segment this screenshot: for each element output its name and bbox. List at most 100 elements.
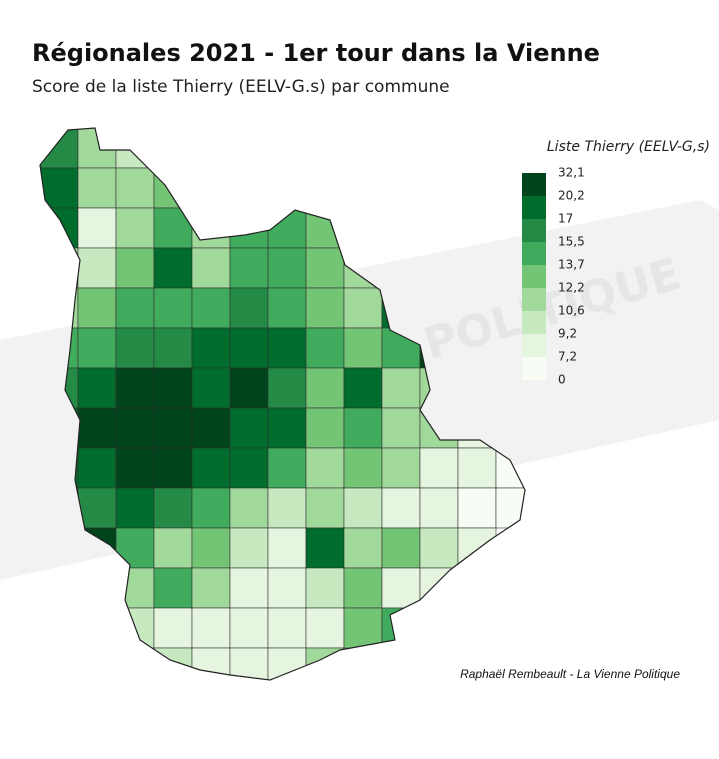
commune xyxy=(419,487,459,529)
commune xyxy=(267,367,307,409)
commune xyxy=(153,527,193,569)
commune xyxy=(343,527,383,569)
commune xyxy=(115,447,155,489)
commune xyxy=(457,527,497,569)
commune xyxy=(305,607,345,649)
legend-swatch xyxy=(522,242,546,265)
commune xyxy=(305,327,345,369)
commune xyxy=(229,207,269,249)
commune xyxy=(115,247,155,289)
commune xyxy=(229,527,269,569)
commune xyxy=(305,487,345,529)
legend-label: 17 xyxy=(558,212,573,226)
title: Régionales 2021 - 1er tour dans la Vienn… xyxy=(32,39,600,67)
commune xyxy=(115,367,155,409)
legend-label: 7,2 xyxy=(558,350,577,364)
commune xyxy=(77,167,117,209)
commune xyxy=(343,367,383,409)
commune xyxy=(343,407,383,449)
legend: 32,1 20,2 17 15,5 13,7 12,2 10,6 9,2 7,2 0 xyxy=(522,166,585,387)
commune xyxy=(77,487,117,529)
commune xyxy=(115,407,155,449)
commune xyxy=(77,327,117,369)
commune xyxy=(191,247,231,289)
legend-label: 15,5 xyxy=(558,235,585,249)
commune xyxy=(153,447,193,489)
commune xyxy=(153,247,193,289)
commune xyxy=(305,287,345,329)
commune xyxy=(229,647,269,680)
commune xyxy=(153,487,193,529)
commune xyxy=(229,607,269,649)
commune xyxy=(305,447,345,489)
commune xyxy=(77,407,117,449)
commune xyxy=(115,167,155,209)
legend-label: 20,2 xyxy=(558,189,585,203)
commune xyxy=(381,567,421,609)
commune xyxy=(267,407,307,449)
commune xyxy=(457,487,497,529)
commune xyxy=(153,167,193,209)
legend-title: Liste Thierry (EELV-G,s) xyxy=(547,139,710,155)
commune xyxy=(305,247,345,289)
commune xyxy=(229,287,269,329)
commune xyxy=(115,527,155,569)
commune xyxy=(381,407,421,449)
commune xyxy=(381,487,421,529)
commune xyxy=(153,327,193,369)
commune xyxy=(229,327,269,369)
commune xyxy=(77,367,117,409)
commune xyxy=(381,527,421,569)
commune xyxy=(153,287,193,329)
commune xyxy=(40,247,79,289)
commune xyxy=(267,567,307,609)
commune xyxy=(115,567,155,609)
commune xyxy=(267,487,307,529)
commune xyxy=(115,327,155,369)
commune xyxy=(381,607,421,649)
commune xyxy=(153,207,193,249)
commune xyxy=(229,407,269,449)
commune xyxy=(191,327,231,369)
commune xyxy=(343,567,383,609)
commune xyxy=(115,287,155,329)
commune xyxy=(191,367,231,409)
commune xyxy=(305,527,345,569)
legend-label: 12,2 xyxy=(558,281,585,295)
commune xyxy=(191,447,231,489)
subtitle: Score de la liste Thierry (EELV-G.s) par… xyxy=(32,77,450,97)
commune xyxy=(229,367,269,409)
commune xyxy=(229,567,269,609)
commune xyxy=(40,128,79,169)
commune xyxy=(343,327,383,369)
commune xyxy=(343,447,383,489)
commune xyxy=(77,207,117,249)
commune xyxy=(77,287,117,329)
commune xyxy=(153,647,193,680)
legend-swatch xyxy=(522,196,546,219)
commune xyxy=(457,447,497,489)
commune xyxy=(267,527,307,569)
commune xyxy=(343,607,383,649)
commune xyxy=(191,647,231,680)
commune xyxy=(115,207,155,249)
commune xyxy=(267,247,307,289)
commune xyxy=(229,447,269,489)
commune xyxy=(77,247,117,289)
legend-swatch xyxy=(522,173,546,196)
commune xyxy=(267,607,307,649)
commune xyxy=(115,487,155,529)
commune xyxy=(305,207,345,249)
commune xyxy=(419,567,459,609)
commune xyxy=(267,447,307,489)
legend-label: 9,2 xyxy=(558,327,577,341)
legend-swatch xyxy=(522,357,546,380)
commune xyxy=(305,647,345,680)
commune xyxy=(153,367,193,409)
commune xyxy=(191,527,231,569)
commune xyxy=(191,487,231,529)
commune xyxy=(343,287,383,329)
commune xyxy=(381,367,421,409)
commune xyxy=(191,207,231,249)
